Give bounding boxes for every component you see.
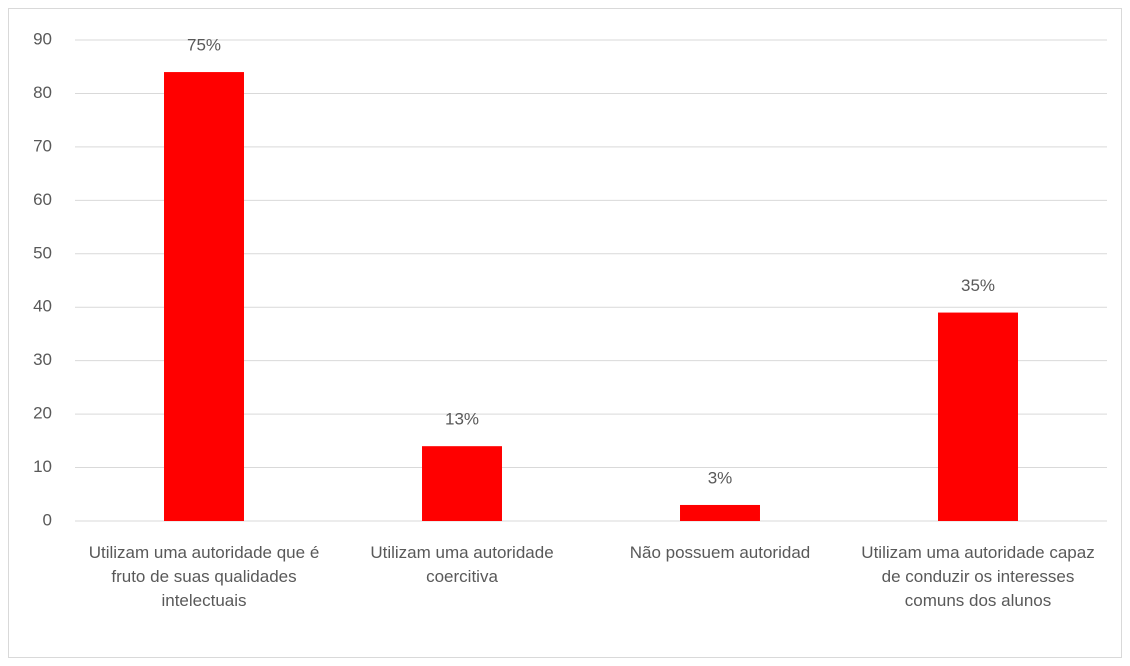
bar	[164, 72, 244, 522]
y-tick-label: 10	[33, 457, 52, 476]
y-tick-label: 80	[33, 83, 52, 102]
bar	[680, 504, 760, 521]
y-tick-label: 20	[33, 404, 52, 423]
y-tick-label: 30	[33, 350, 52, 369]
data-label: 35%	[961, 276, 995, 295]
x-tick-label: Não possuem autoridad	[629, 543, 811, 562]
data-label: 3%	[708, 468, 733, 487]
y-tick-label: 50	[33, 243, 52, 262]
y-tick-label: 70	[33, 136, 52, 155]
data-label: 75%	[187, 36, 221, 55]
y-tick-label: 40	[33, 297, 52, 316]
y-tick-label: 60	[33, 190, 52, 209]
data-label: 13%	[445, 410, 479, 429]
bar	[938, 312, 1018, 521]
x-tick-label: Utilizam uma autoridade que é fruto de s…	[88, 543, 320, 610]
bar	[422, 446, 502, 521]
y-tick-label: 0	[43, 510, 52, 529]
x-tick-label: Utilizam uma autoridade capaz de conduzi…	[861, 543, 1095, 610]
y-tick-label: 90	[33, 29, 52, 48]
x-tick-label: Utilizam uma autoridade coercitiva	[370, 543, 554, 586]
